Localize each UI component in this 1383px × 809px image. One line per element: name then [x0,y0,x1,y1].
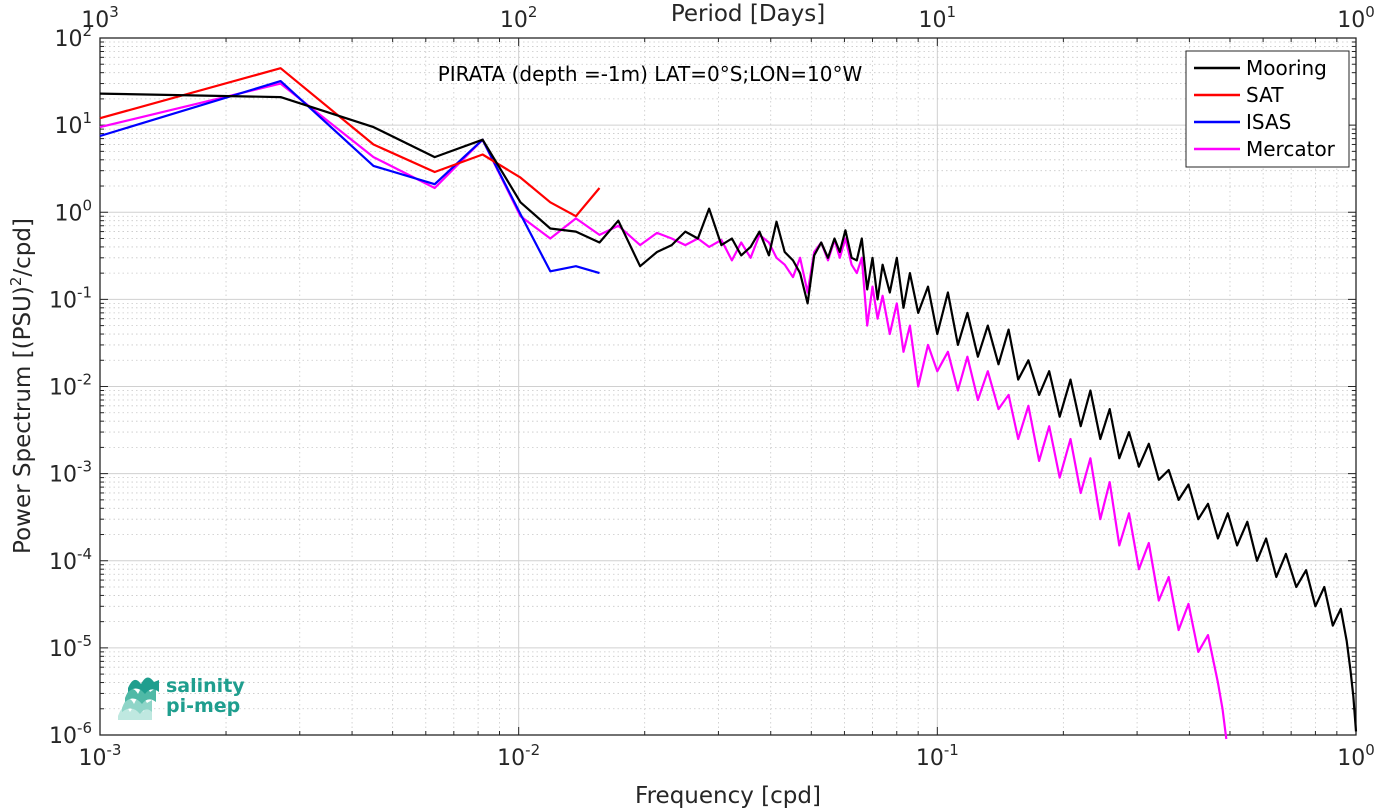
y-tick-label: 10-3 [49,458,92,488]
x-tick-labels: 10-3 10-2 10-1 100 [79,741,1375,771]
x2-tick-label-exp: 3 [109,3,119,21]
x2-tick-label: 102 [500,3,538,33]
x2-tick-labels: 103 102 101 100 [81,3,1375,33]
y-tick-label-exp: -4 [77,545,92,563]
y-tick-label-exp: 0 [82,196,92,214]
x-tick-label-exp: -2 [525,741,540,759]
wave-icon [118,677,159,720]
y-axis-label-main: Power Spectrum [(PSU) [10,286,36,554]
y-tick-label: 10-4 [49,545,92,575]
legend-box [1185,50,1350,168]
x2-tick-label-exp: 2 [528,3,538,21]
y-tick-label-exp: 2 [82,22,92,40]
legend-label-sat: SAT [1246,83,1284,107]
tick-marks [99,37,1357,736]
y-tick-label-exp: -2 [77,371,92,389]
x-axis-label: Frequency [cpd] [635,783,821,809]
y-tick-label-base: 10 [49,463,77,488]
y-tick-label-exp: -5 [77,632,92,650]
y-tick-label-base: 10 [49,288,77,313]
salinity-pi-mep-logo: salinity pi-mep [118,675,245,720]
legend-label-mooring: Mooring [1246,56,1327,80]
x2-tick-label: 101 [919,3,957,33]
x2-tick-label-base: 10 [919,8,947,33]
x2-tick-label-base: 10 [1337,8,1365,33]
logo-text-line1: salinity [166,675,245,697]
y-axis-label-sup: 2 [7,277,25,287]
grid [99,37,1357,736]
y-tick-label: 101 [54,109,92,139]
series-line-mooring [99,92,1358,732]
y-tick-label: 10-5 [49,632,92,662]
legend: Mooring SAT ISAS Mercator [1185,50,1350,168]
y-tick-label-base: 10 [54,114,82,139]
y-tick-label-exp: -3 [77,458,92,476]
x-tick-label-exp: -3 [107,741,122,759]
series-line-sat [99,67,601,218]
x-tick-label-exp: 0 [1365,741,1375,759]
x-tick-label: 10-1 [916,741,959,771]
y-tick-label-base: 10 [49,376,77,401]
x-tick-label: 100 [1337,741,1375,771]
x-tick-label-base: 10 [916,746,944,771]
y-tick-label-base: 10 [54,27,82,52]
y-tick-label: 10-2 [49,371,92,401]
y-axis-label: Power Spectrum [(PSU)2/cpd] [7,218,36,554]
x2-tick-label: 103 [81,3,119,33]
x2-tick-label-exp: 0 [1365,3,1375,21]
y-tick-label-exp: -6 [77,719,92,737]
x2-tick-label-exp: 1 [947,3,957,21]
y-tick-label: 10-6 [49,719,92,749]
x-tick-label-base: 10 [1337,746,1365,771]
y-tick-label-exp: 1 [82,109,92,127]
logo-text-line2: pi-mep [166,695,240,717]
x2-tick-label-base: 10 [81,8,109,33]
x2-axis-label: Period [Days] [671,1,825,27]
x2-tick-label-base: 10 [500,8,528,33]
y-tick-label: 102 [54,22,92,52]
y-axis-label-tail: /cpd] [10,218,36,277]
x2-tick-label: 100 [1337,3,1375,33]
x-tick-label-base: 10 [497,746,525,771]
y-tick-label: 100 [54,196,92,226]
legend-label-mercator: Mercator [1246,137,1336,161]
x-tick-label-exp: -1 [944,741,959,759]
chart-annotation: PIRATA (depth =-1m) LAT=0°S;LON=10°W [438,62,863,86]
y-tick-label-base: 10 [49,637,77,662]
y-tick-label: 10-1 [49,283,92,313]
y-tick-label-base: 10 [49,724,77,749]
series-line-mercator [99,82,1228,740]
legend-label-isas: ISAS [1246,110,1291,134]
x-tick-label: 10-2 [497,741,540,771]
y-tick-label-base: 10 [49,550,77,575]
series-lines [99,67,1358,740]
x-tick-label-base: 10 [79,746,107,771]
y-tick-label-base: 10 [54,201,82,226]
y-tick-label-exp: -1 [77,283,92,301]
x-tick-label: 10-3 [79,741,122,771]
